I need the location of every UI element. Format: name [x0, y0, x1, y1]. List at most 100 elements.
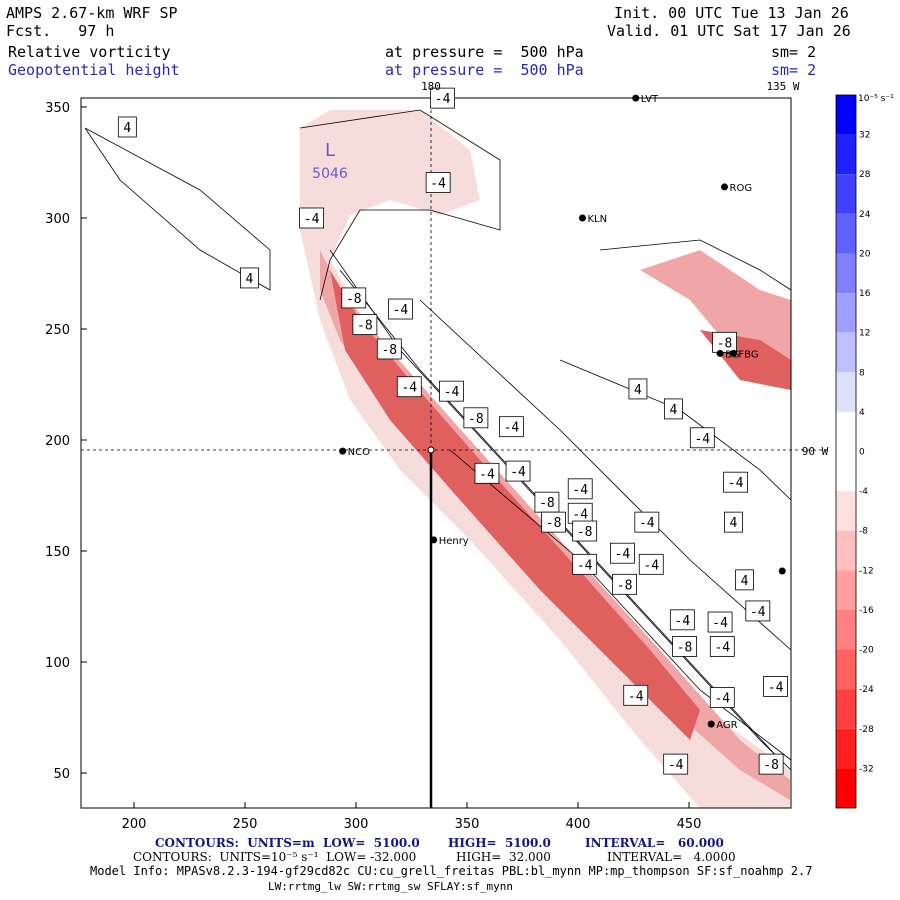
contour-label: -4: [723, 471, 749, 493]
contour-label: -8: [534, 491, 560, 513]
colorbar-level-label: 16: [859, 289, 871, 299]
station-fbg: FBG: [729, 349, 759, 360]
band-light-1: [300, 110, 790, 808]
svg-text:-4: -4: [444, 385, 460, 400]
contour-label: -8: [541, 511, 566, 533]
contour-label: -4: [745, 600, 771, 622]
colorbar-swatch: [836, 174, 856, 214]
colorbar-level-label: -20: [859, 646, 874, 656]
svg-text:-4: -4: [643, 558, 659, 573]
contour-label: -4: [505, 460, 531, 482]
contour-label: 4: [240, 267, 259, 289]
valid-time: Valid. 01 UTC Sat 17 Jan 26: [607, 22, 851, 40]
colorbar-level-label: -32: [859, 764, 874, 774]
x-tick-label: 400: [566, 817, 591, 832]
colorbar-level-label: 4: [859, 408, 865, 418]
colorbar-swatch: [836, 649, 856, 690]
colorbar-swatch: [836, 134, 856, 175]
y-tick-label: 100: [45, 656, 70, 671]
forecast-hours: Fcst. 97 h: [6, 22, 115, 40]
contour-label: 4: [117, 116, 137, 138]
contour-label: 4: [628, 378, 648, 400]
colorbar-swatch: [836, 689, 856, 729]
svg-text:-4: -4: [714, 640, 730, 655]
svg-text:-8: -8: [717, 336, 733, 351]
colorbar-level-label: -16: [859, 606, 874, 616]
contour-label: -4: [763, 676, 788, 697]
contour-label: -4: [474, 462, 500, 484]
meridian-180-label: 180: [421, 80, 441, 93]
x-tick-label: 250: [233, 817, 258, 832]
field1-smoothing: sm= 2: [771, 43, 817, 61]
model-info: Model Info: MPASv8.2.3-194-gf29cd82c CU:…: [90, 864, 813, 878]
contours-height-high: HIGH= 5100.0: [448, 836, 551, 850]
meridian-lines: [81, 98, 830, 808]
colorbar-level-label: 32: [859, 131, 870, 141]
svg-text:-4: -4: [628, 689, 644, 704]
init-time: Init. 00 UTC Tue 13 Jan 26: [614, 4, 849, 22]
y-tick-label: 300: [45, 212, 70, 227]
svg-text:-4: -4: [577, 558, 593, 573]
colorbar-level-label: 8: [859, 368, 865, 378]
contour-label: -8: [341, 287, 367, 309]
svg-text:KLN: KLN: [587, 214, 607, 225]
colorbar-swatch: [836, 609, 856, 650]
colorbar-level-label: -12: [859, 566, 874, 576]
colorbar-swatch: [836, 491, 856, 531]
contour-label: -8: [672, 636, 697, 657]
y-tick-label: 200: [45, 434, 70, 449]
svg-text:NCO: NCO: [348, 447, 370, 458]
svg-text:-4: -4: [668, 758, 684, 773]
field2-smoothing: sm= 2: [771, 61, 817, 79]
contour-label: -8: [352, 314, 378, 335]
svg-text:-4: -4: [504, 421, 520, 436]
field2-name: Geopotential height: [8, 61, 180, 79]
station-rog: ROG: [721, 183, 752, 194]
y-tick-label: 350: [45, 101, 70, 116]
station-henry: Henry: [430, 536, 469, 547]
svg-text:-4: -4: [675, 614, 691, 629]
colorbar-level-label: -8: [859, 527, 868, 537]
contours-vort-interval: INTERVAL= 4.0000: [607, 850, 736, 864]
svg-text:Henry: Henry: [439, 536, 469, 547]
contour-label: -8: [612, 573, 638, 595]
contour-label: -8: [758, 753, 784, 775]
svg-text:4: 4: [741, 574, 749, 589]
contours-vort-summary: CONTOURS: UNITS=10⁻⁵ s⁻¹ LOW= -32.000: [133, 850, 417, 864]
colorbar-swatch: [836, 768, 856, 808]
meridian-135w-label: 135 W: [766, 80, 799, 93]
contours-vort-high: HIGH= 32.000: [456, 850, 551, 864]
axis-ticks: 200 250 300 350 400 450 350 300 250 200 150 100 50: [45, 101, 701, 832]
svg-text:-4: -4: [479, 467, 495, 482]
x-tick-label: 300: [344, 817, 369, 832]
svg-text:-8: -8: [577, 525, 593, 540]
colorbar-level-label: 0: [859, 448, 865, 458]
svg-text:-4: -4: [728, 476, 744, 491]
contour-line-7: [559, 359, 792, 501]
svg-text:-8: -8: [539, 496, 555, 511]
svg-text:-4: -4: [510, 465, 526, 480]
x-tick-label: 200: [122, 817, 147, 832]
colorbar-level-label: -24: [859, 685, 874, 695]
svg-text:-8: -8: [546, 516, 562, 531]
svg-text:LVT: LVT: [641, 94, 659, 105]
x-tick-label: 350: [455, 817, 480, 832]
contour-line-4: [419, 299, 792, 651]
contour-label: -8: [376, 338, 402, 360]
svg-text:4: 4: [670, 403, 678, 418]
contour-label: -4: [299, 207, 325, 229]
band-pink-1: [320, 250, 790, 800]
station-agr: AGR: [707, 720, 738, 731]
svg-text:4: 4: [634, 383, 642, 398]
field1-name: Relative vorticity: [8, 43, 171, 61]
colorbar-swatch: [836, 372, 856, 412]
x-tick-label: 450: [677, 817, 702, 832]
svg-text:-8: -8: [381, 343, 397, 358]
station-markers: LVTROGKLNBGFBGNCOHenryAGR: [339, 94, 786, 731]
contour-labels: 4 4 -4 -4 -4 -8 -4 -8 -8 -4 -4 -8 -4 -4 -4 -4 -8 -4 -8 -8 -4…: [117, 87, 788, 775]
contour-label: 4: [735, 569, 754, 591]
svg-text:-4: -4: [572, 507, 588, 522]
svg-text:-8: -8: [763, 758, 779, 773]
contour-label: -4: [623, 684, 649, 706]
